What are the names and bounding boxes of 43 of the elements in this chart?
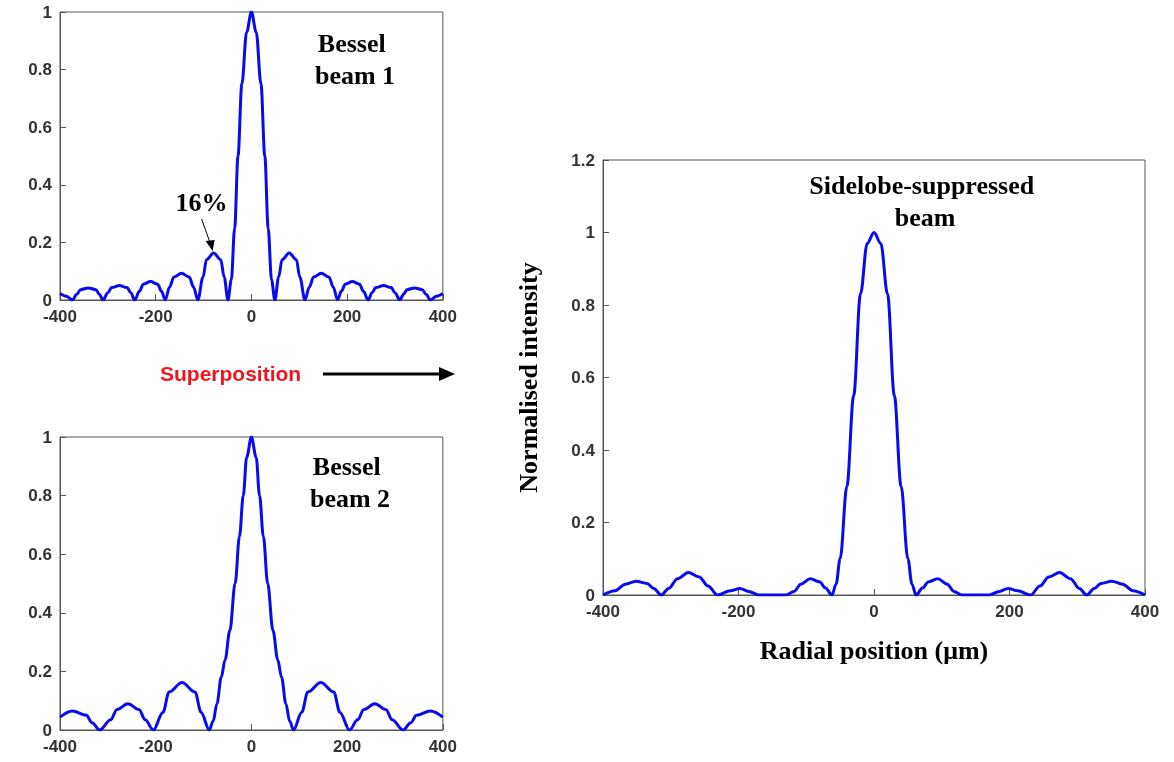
x-tick-label: 0 (869, 602, 879, 621)
annotation: 16% (175, 187, 228, 217)
x-tick-label: -200 (721, 602, 756, 621)
y-tick-label: 0.6 (28, 117, 52, 137)
y-tick-label: 0.8 (28, 486, 52, 506)
y-tick-label: 0.2 (28, 661, 52, 681)
y-tick-label: 0.2 (28, 232, 52, 252)
x-tick-label: -400 (42, 307, 78, 326)
x-tick-label: 400 (428, 737, 458, 756)
text: Sidelobe-suppressed beam (809, 170, 1041, 232)
y-tick-label: 0.2 (571, 513, 595, 532)
y-tick-label: 1 (585, 223, 595, 242)
text: Bessel beam 1 (314, 28, 396, 90)
y-tick-label: 0 (42, 720, 52, 740)
x-tick-label: 0 (246, 737, 257, 756)
y-tick-label: 0.4 (28, 175, 53, 195)
y-tick-label: 1 (42, 2, 52, 22)
y-tick-label: 0.4 (571, 440, 596, 460)
x-tick-label: 200 (332, 737, 362, 756)
line-series (58, 10, 445, 302)
y-tick-label: 0.6 (571, 368, 595, 387)
line-series (58, 435, 445, 732)
x-tick-label: 400 (1130, 602, 1160, 621)
text: Bessel beam 2 (309, 451, 391, 513)
y-tick-label: 0.8 (28, 60, 52, 80)
y-tick-label: 0 (42, 290, 52, 310)
y-tick-label: 1 (42, 427, 52, 447)
x-tick-label: -200 (138, 307, 173, 326)
x-tick-label: 200 (332, 307, 362, 326)
x-tick-label: 0 (246, 307, 257, 326)
y-tick-label: 0 (585, 585, 595, 605)
text: Superposition (160, 362, 302, 386)
x-tick-label: -200 (138, 737, 173, 756)
y-tick-label: 1.2 (571, 150, 595, 170)
x-tick-label: -400 (42, 737, 78, 756)
y-tick-label: 0.8 (571, 295, 595, 315)
y-tick-label: 0.4 (28, 603, 53, 623)
x-tick-label: 400 (428, 307, 458, 326)
x-tick-label: -400 (585, 602, 621, 621)
y-tick-label: 0.6 (28, 544, 52, 564)
x-tick-label: 200 (995, 602, 1024, 621)
x-axis-title: Radial position (μm) (759, 635, 989, 665)
y-axis-title: Normalised intensity (513, 262, 543, 493)
